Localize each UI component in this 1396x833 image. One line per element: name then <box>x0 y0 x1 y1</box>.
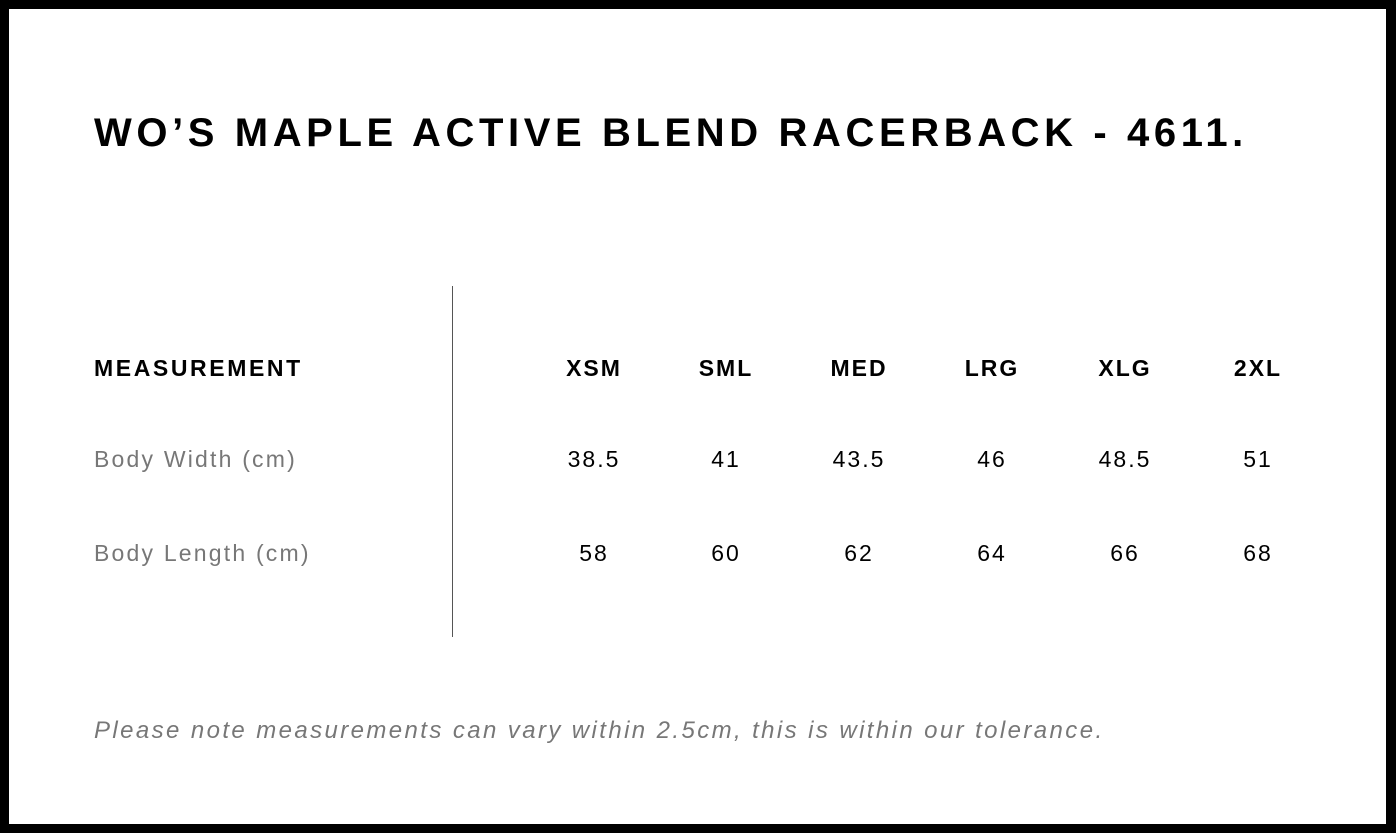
table-cell: 51 <box>1243 446 1273 472</box>
table-cell: 68 <box>1243 540 1273 566</box>
table-cell: 43.5 <box>832 446 886 472</box>
tolerance-note: Please note measurements can vary within… <box>94 717 1105 744</box>
table-cell: 58 <box>579 540 609 566</box>
table-cell: 62 <box>844 540 874 566</box>
table-cell: 38.5 <box>567 446 621 472</box>
size-header-sml: SML <box>698 355 754 381</box>
row-label: Body Length (cm) <box>94 540 311 566</box>
table-cell: 46 <box>977 446 1007 472</box>
table-cell: 64 <box>977 540 1007 566</box>
row-label: Body Width (cm) <box>94 446 297 472</box>
page-title: WO’S MAPLE ACTIVE BLEND RACERBACK - 4611… <box>94 111 1248 155</box>
size-header-xsm: XSM <box>566 355 622 381</box>
table-cell: 41 <box>711 446 741 472</box>
measurement-header: MEASUREMENT <box>94 355 303 381</box>
table-cell: 66 <box>1110 540 1140 566</box>
table-cell: 48.5 <box>1098 446 1152 472</box>
table-cell: 60 <box>711 540 741 566</box>
size-header-xlg: XLG <box>1098 355 1152 381</box>
size-header-lrg: LRG <box>964 355 1020 381</box>
column-divider <box>452 286 453 637</box>
size-chart-card: WO’S MAPLE ACTIVE BLEND RACERBACK - 4611… <box>9 9 1386 824</box>
size-header-med: MED <box>830 355 888 381</box>
size-header-2xl: 2XL <box>1233 355 1283 381</box>
